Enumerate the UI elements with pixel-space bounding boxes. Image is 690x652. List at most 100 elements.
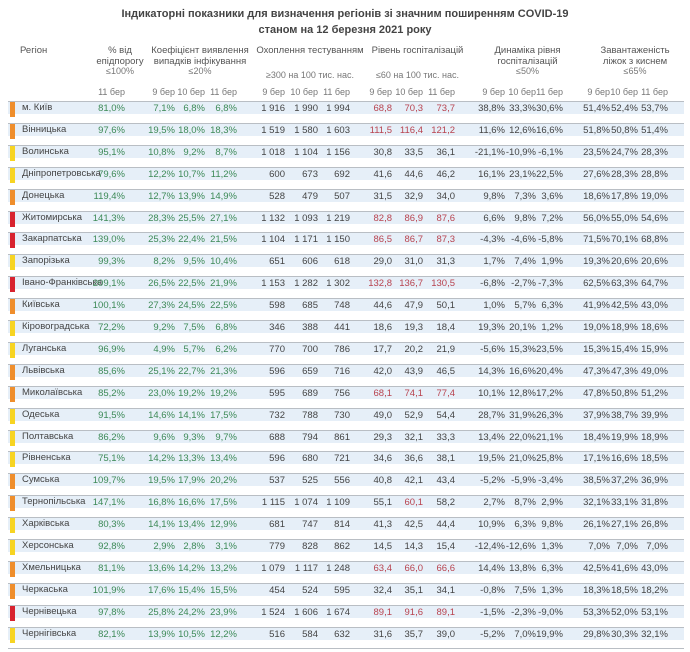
header-detect: Коефіцієнт виявлення випадків інфікуванн… xyxy=(151,45,249,67)
epid-threshold-pct-cell: 109,7% xyxy=(92,475,125,487)
oxygen-bed-load-cell: 53,3% xyxy=(583,606,610,618)
hosp-rate-cell: 68,8 xyxy=(373,103,393,114)
detect-rate-cell: 12,2% xyxy=(210,628,237,640)
detect-rate-cell: 25,3% xyxy=(148,234,175,246)
header-region: Регіон xyxy=(20,45,48,56)
region-name: Луганська xyxy=(22,342,67,354)
testing-coverage-cell: 1 104 xyxy=(261,234,285,246)
date-label: 10 бер xyxy=(610,87,638,97)
oxygen-bed-load-cell: 53,1% xyxy=(641,606,668,618)
hosp-dynamics-cell: -12,6% xyxy=(505,541,536,552)
hosp-dynamics-cell: 11,6% xyxy=(478,124,505,136)
hosp-rate-cell: 66,6 xyxy=(436,562,456,574)
table-row: Івано-Франківська 209,1% 26,5% 22,5% 21,9% 1 … xyxy=(0,276,690,298)
hosp-rate-cell: 87,3 xyxy=(436,234,456,246)
oxygen-bed-load-cell: 32,1% xyxy=(641,628,668,640)
region-name: Полтавська xyxy=(22,430,74,442)
epid-threshold-pct-cell: 100,1% xyxy=(92,300,125,312)
threshold-epid: ≤100% xyxy=(106,66,134,76)
oxygen-bed-load-cell: 16,6% xyxy=(611,453,638,465)
table-row: Черкаська 101,9% 17,6% 15,4% 15,5% 454 524 595 3… xyxy=(0,582,690,605)
threshold-testing: ≥300 на 100 тис. нас. xyxy=(265,70,355,80)
detect-rate-cell: 22,7% xyxy=(178,365,205,377)
region-name: Івано-Франківська xyxy=(22,277,103,289)
row-band xyxy=(8,210,684,224)
detect-rate-cell: 27,1% xyxy=(210,212,237,224)
hosp-dynamics-cell: 1,9% xyxy=(541,256,563,268)
hosp-dynamics-cell: 22,0% xyxy=(509,431,536,443)
risk-level-marker xyxy=(10,233,15,249)
oxygen-bed-load-cell: 7,0% xyxy=(646,541,668,552)
oxygen-bed-load-cell: 36,9% xyxy=(641,475,668,487)
testing-coverage-cell: 651 xyxy=(269,256,285,268)
oxygen-bed-load-cell: 50,8% xyxy=(611,124,638,136)
risk-level-marker xyxy=(10,342,15,358)
hosp-rate-cell: 87,6 xyxy=(436,212,456,224)
testing-coverage-cell: 681 xyxy=(269,519,285,531)
oxygen-bed-load-cell: 18,5% xyxy=(641,453,668,465)
oxygen-bed-load-cell: 55,0% xyxy=(611,212,638,224)
testing-coverage-cell: 516 xyxy=(269,628,285,640)
testing-coverage-cell: 584 xyxy=(302,628,318,640)
row-band xyxy=(8,254,684,268)
testing-coverage-cell: 1 606 xyxy=(294,606,318,618)
detect-rate-cell: 25,1% xyxy=(148,365,175,377)
hosp-dynamics-cell: 33,3% xyxy=(509,103,536,114)
oxygen-bed-load-cell: 62,5% xyxy=(583,278,610,290)
oxygen-bed-load-cell: 32,1% xyxy=(583,497,610,509)
epid-threshold-pct-cell: 81,1% xyxy=(98,562,125,574)
testing-coverage-cell: 441 xyxy=(334,322,350,333)
detect-rate-cell: 23,0% xyxy=(148,387,175,399)
hosp-dynamics-cell: -5,9% xyxy=(511,475,536,487)
oxygen-bed-load-cell: 18,9% xyxy=(611,322,638,333)
hosp-rate-cell: 41,3 xyxy=(373,519,393,531)
hosp-dynamics-cell: 6,3% xyxy=(514,519,536,531)
hosp-dynamics-cell: 3,6% xyxy=(541,190,563,202)
report-title: Індикаторні показники для визначення рег… xyxy=(121,8,569,20)
hosp-dynamics-cell: 22,5% xyxy=(536,168,563,180)
oxygen-bed-load-cell: 27,6% xyxy=(583,168,610,180)
oxygen-bed-load-cell: 50,8% xyxy=(611,387,638,399)
report-subtitle: станом на 12 березня 2021 року xyxy=(258,24,432,36)
epid-threshold-pct-cell: 209,1% xyxy=(92,278,125,290)
hosp-dynamics-cell: 19,5% xyxy=(478,453,505,465)
hosp-dynamics-cell: -6,8% xyxy=(480,278,505,290)
detect-rate-cell: 3,1% xyxy=(215,541,237,552)
detect-rate-cell: 25,5% xyxy=(178,212,205,224)
hosp-rate-cell: 130,5 xyxy=(431,278,455,290)
detect-rate-cell: 18,3% xyxy=(210,124,237,136)
detect-rate-cell: 19,2% xyxy=(210,387,237,399)
detect-rate-cell: 10,8% xyxy=(148,146,175,158)
testing-coverage-cell: 1 603 xyxy=(326,124,350,136)
date-label: 9 бер xyxy=(587,87,610,97)
detect-rate-cell: 9,6% xyxy=(153,431,175,443)
hosp-rate-cell: 82,8 xyxy=(373,212,393,224)
table-row: Житомирська 141,3% 28,3% 25,5% 27,1% 1 132 1 0… xyxy=(0,210,690,233)
testing-coverage-cell: 1 994 xyxy=(326,103,350,114)
oxygen-bed-load-cell: 18,4% xyxy=(583,431,610,443)
row-band xyxy=(8,298,684,312)
detect-rate-cell: 10,5% xyxy=(178,628,205,640)
oxygen-bed-load-cell: 38,7% xyxy=(611,409,638,421)
epid-threshold-pct-cell: 80,3% xyxy=(98,519,125,531)
hosp-dynamics-cell: 10,9% xyxy=(478,519,505,531)
testing-coverage-cell: 861 xyxy=(334,431,350,443)
region-name: Дніпропетровська xyxy=(22,167,101,179)
hosp-rate-cell: 43,9 xyxy=(404,365,424,377)
oxygen-bed-load-cell: 41,6% xyxy=(611,562,638,574)
testing-coverage-cell: 507 xyxy=(334,190,350,202)
detect-rate-cell: 17,5% xyxy=(210,497,237,509)
epid-threshold-pct-cell: 147,1% xyxy=(92,497,125,509)
region-name: Одеська xyxy=(22,408,60,420)
oxygen-bed-load-cell: 47,3% xyxy=(611,365,638,377)
row-band xyxy=(8,385,684,399)
date-label: 10 бер xyxy=(508,87,536,97)
detect-rate-cell: 13,6% xyxy=(148,562,175,574)
oxygen-bed-load-cell: 42,5% xyxy=(583,562,610,574)
detect-rate-cell: 16,6% xyxy=(178,497,205,509)
hosp-rate-cell: 21,9 xyxy=(436,343,456,355)
table-row: Закарпатська 139,0% 25,3% 22,4% 21,5% 1 104 1 … xyxy=(0,232,690,254)
hosp-dynamics-cell: 28,7% xyxy=(478,409,505,421)
hosp-rate-cell: 17,7 xyxy=(373,343,393,355)
hosp-dynamics-cell: -5,2% xyxy=(480,628,505,640)
